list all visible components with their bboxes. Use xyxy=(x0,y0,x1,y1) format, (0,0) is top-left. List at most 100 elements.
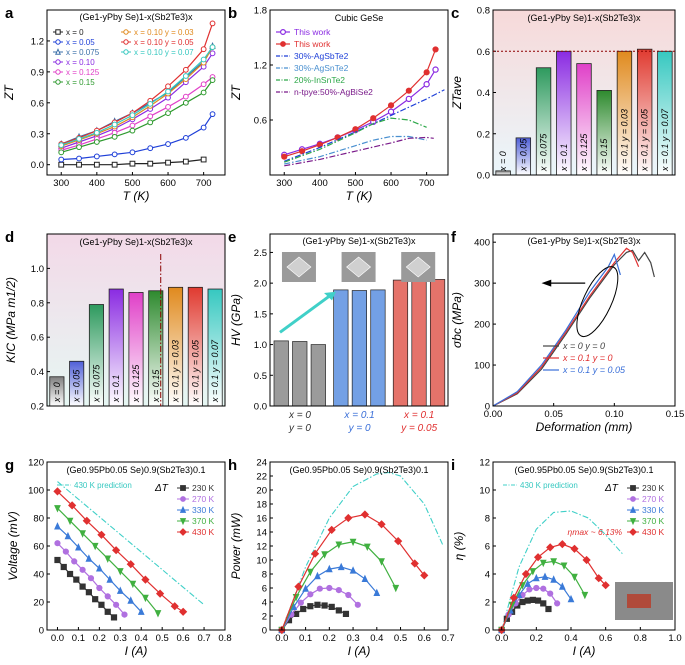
bar-label: x = 0.125 xyxy=(131,364,141,403)
legend: x = 0 y = 0 x = 0.1 y = 0 x = 0.1 y = 0.05 xyxy=(543,341,626,375)
data-point xyxy=(147,100,154,107)
panel-letter: g xyxy=(5,457,14,474)
data-point xyxy=(54,540,61,547)
x-axis-label: T (K) xyxy=(123,189,150,203)
data-point xyxy=(129,580,137,589)
legend-label: 330 K xyxy=(642,505,665,515)
data-point xyxy=(76,155,82,162)
x-tick-label: 0.2 xyxy=(93,633,106,644)
data-point xyxy=(182,66,189,73)
legend-marker xyxy=(55,29,61,35)
data-point xyxy=(550,558,558,566)
bar xyxy=(429,279,446,407)
legend-label: 430 K prediction xyxy=(74,481,132,490)
series-line xyxy=(61,79,214,153)
y-tick-label: 16 xyxy=(256,514,267,525)
data-point xyxy=(79,566,86,573)
data-point xyxy=(104,555,112,563)
y-tick-label: 20 xyxy=(256,486,267,497)
legend-label: n-tpye:50%-AgBiSe2 xyxy=(294,87,373,97)
data-point xyxy=(532,573,540,582)
x-tick-label: 0.15 xyxy=(666,409,685,420)
y-tick-label: 2 xyxy=(262,612,267,623)
data-point xyxy=(360,510,370,519)
legend-marker xyxy=(630,485,636,491)
data-point xyxy=(344,513,353,523)
series-line xyxy=(57,490,184,613)
y-tick-label: 120 xyxy=(28,458,44,469)
data-point xyxy=(540,600,547,607)
data-point xyxy=(550,575,558,583)
y-axis-label: Voltage (mV) xyxy=(6,511,20,581)
panel-header: (Ge0.95Pb0.05 Se)0.9(Sb2Te3)0.1 xyxy=(514,465,653,475)
data-point xyxy=(165,159,171,166)
legend-marker xyxy=(630,496,636,502)
data-point xyxy=(111,161,118,168)
data-point xyxy=(165,83,171,90)
y-tick-label: 1.5 xyxy=(254,309,267,320)
data-point xyxy=(547,590,554,597)
y-tick-label: 1.0 xyxy=(254,340,267,351)
group-y-label: y = 0 xyxy=(348,423,371,434)
panel-b: b 300 400 500 600 700 0.6 1.2 1.8 T (K) ZT Cubic Ge… xyxy=(228,5,449,203)
data-point xyxy=(361,574,369,582)
data-point xyxy=(165,141,171,147)
legend-label: x = 0.1 y = 0.05 xyxy=(562,365,626,375)
x-tick-label: 0.6 xyxy=(177,633,190,644)
x-tick-label: 0.2 xyxy=(323,633,336,644)
panel-b-frame xyxy=(269,9,449,176)
legend-marker xyxy=(123,39,129,45)
data-point xyxy=(392,584,400,593)
y-axis-label: Power (mW) xyxy=(229,513,243,580)
data-point xyxy=(85,554,93,562)
data-point xyxy=(129,122,136,129)
data-point xyxy=(54,505,61,513)
data-point xyxy=(327,525,336,535)
data-point xyxy=(321,602,328,609)
x-tick-label: 300 xyxy=(276,178,292,189)
legend-label: 430 K xyxy=(642,527,665,537)
data-point xyxy=(147,160,154,167)
data-point xyxy=(87,575,95,582)
y-tick-label: 20 xyxy=(33,598,44,609)
legend-label: 430 K xyxy=(192,527,215,537)
panel-e-frame xyxy=(269,233,449,407)
y-tick-label: 400 xyxy=(474,238,490,249)
data-point xyxy=(200,89,207,96)
data-point xyxy=(405,87,412,94)
data-point xyxy=(526,586,533,593)
data-point xyxy=(302,584,309,592)
y-tick-label: 18 xyxy=(256,500,267,511)
bar xyxy=(392,279,409,407)
data-point xyxy=(53,487,62,496)
panel-letter: c xyxy=(451,5,459,22)
x-tick-label: 500 xyxy=(348,178,364,189)
y-tick-label: 24 xyxy=(256,458,267,469)
data-point xyxy=(111,133,118,140)
y-tick-label: 1.0 xyxy=(31,264,44,275)
panel-header: (Ge0.95Pb0.05 Se)0.9(Sb2Te3)0.1 xyxy=(66,465,205,475)
y-tick-label: 0.9 xyxy=(31,67,44,78)
series-line xyxy=(61,23,214,145)
y-tick-label: 10 xyxy=(479,486,490,497)
data-point xyxy=(594,574,603,583)
data-point xyxy=(581,591,589,600)
legend-marker xyxy=(280,29,287,36)
legend-marker xyxy=(179,528,187,536)
data-point xyxy=(82,516,91,525)
panel-h: h0.0 0.1 0.2 0.3 0.4 0.5 0.6 0.7024681012141618… xyxy=(228,457,455,658)
data-point xyxy=(321,551,328,559)
legend-marker xyxy=(629,518,637,526)
y-axis-label: ZTave xyxy=(450,76,464,110)
y-tick-label: 6 xyxy=(485,542,490,553)
bar xyxy=(370,289,386,407)
data-point xyxy=(111,151,118,158)
panel-e: x = 0 y = 0 x = 0.1 y = 0 x = 0.1 y = 0.05 e 0.… xyxy=(228,229,449,434)
panel-c: x = 0 x = 0.05 x = 0.075 x = 0.1 x = 0.125 x … xyxy=(450,5,676,182)
data-point xyxy=(582,555,591,565)
data-point xyxy=(316,585,323,592)
bar xyxy=(310,344,326,407)
data-point xyxy=(432,66,439,73)
x-tick-label: 0.0 xyxy=(495,633,508,644)
legend-label: x = 0.15 xyxy=(66,78,95,87)
